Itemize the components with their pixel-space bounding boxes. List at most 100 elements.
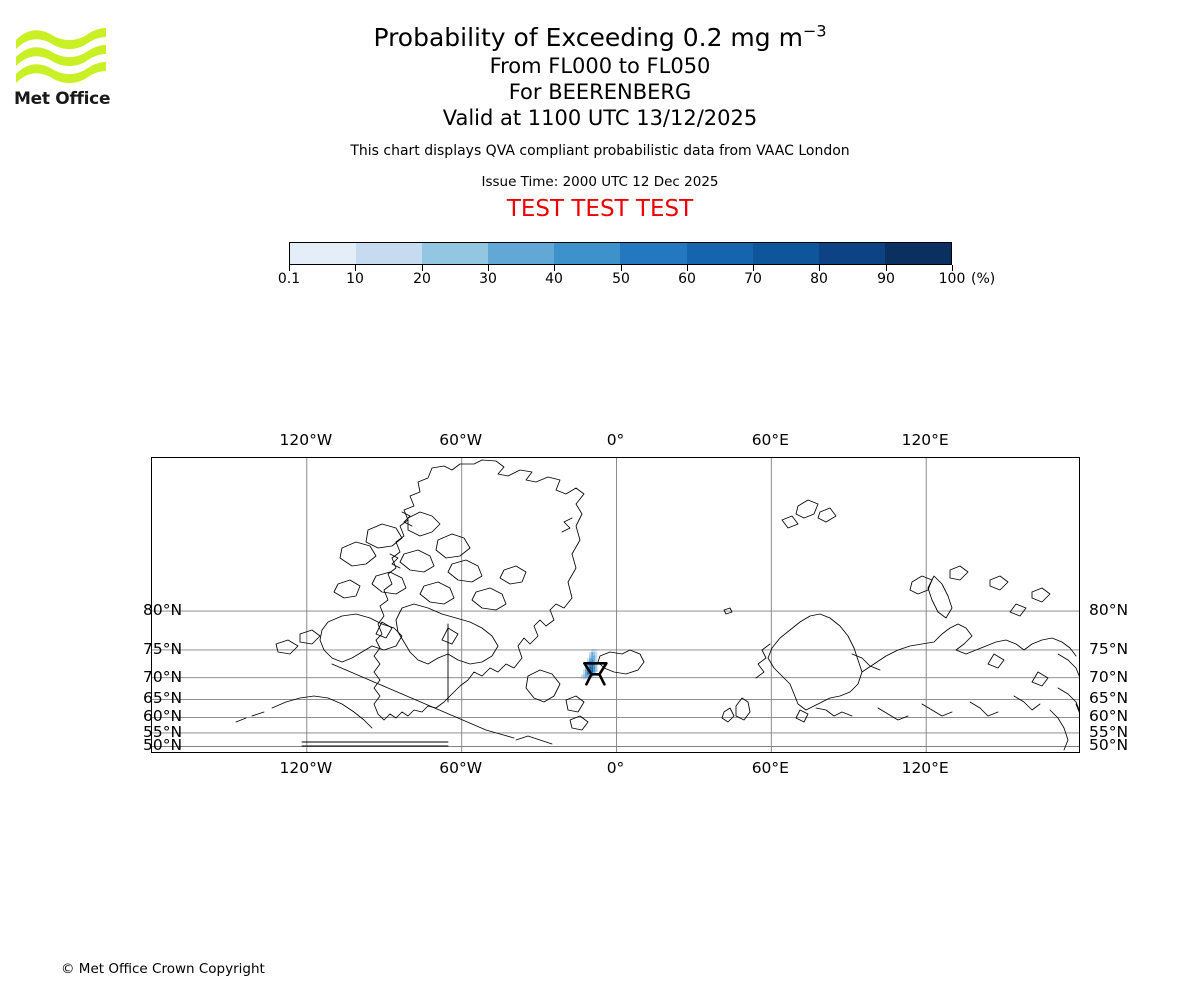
- lon-tick-label-top-1: 60°W: [439, 431, 483, 449]
- colorbar-tick-4: [554, 265, 555, 271]
- ash-cell-13: [591, 658, 594, 662]
- colorbar-tick-label-8: 80: [810, 271, 828, 287]
- volcano-name-line: For BEERENBERG: [508, 80, 692, 104]
- lon-tick-label-bottom-4: 120°E: [901, 759, 949, 777]
- qva-compliance-note: This chart displays QVA compliant probab…: [350, 143, 850, 159]
- colorbar-band-5: [620, 243, 687, 264]
- ash-cell-51: [591, 674, 594, 677]
- lon-tick-label-bottom-2: 0°: [606, 759, 625, 777]
- ash-cell-24: [591, 663, 594, 667]
- lon-tick-label-top-0: 120°W: [279, 431, 333, 449]
- ash-cell-12: [589, 658, 592, 662]
- ash-cell-32: [595, 666, 598, 670]
- ash-cell-42: [587, 671, 590, 675]
- colorbar-band-8: [818, 243, 885, 264]
- colorbar-tick-label-10: 100: [938, 271, 966, 287]
- colorbar-tick-3: [488, 265, 489, 271]
- colorbar-tick-label-9: 90: [877, 271, 895, 287]
- ash-cell-47: [582, 674, 586, 677]
- ash-cell-46: [580, 674, 583, 677]
- met-office-wave-mark: [16, 28, 106, 84]
- page-title: Probability of Exceeding 0.2 mg m−3: [0, 22, 1200, 53]
- lon-tick-label-bottom-1: 60°W: [439, 759, 483, 777]
- ash-cell-10: [595, 655, 598, 659]
- map-gridlines: [152, 458, 1079, 752]
- world-map: [152, 458, 1079, 752]
- ash-cell-30: [591, 666, 594, 670]
- colorbar-band-1: [356, 243, 423, 264]
- lat-tick-label-right-5: 55°N: [1089, 722, 1129, 741]
- ash-cell-38: [593, 669, 596, 672]
- met-office-logo-text: Met Office: [14, 89, 111, 109]
- colorbar-tick-5: [621, 265, 622, 271]
- ash-cell-15: [595, 658, 598, 662]
- colorbar-band-0: [290, 243, 357, 264]
- lon-tick-label-top-2: 0°: [606, 431, 625, 449]
- ash-cell-5: [593, 652, 596, 656]
- colorbar-tick-label-2: 20: [413, 271, 431, 287]
- probability-colorbar: 0.1 10 20 30 40 50 60 70 80 90 100: [278, 242, 965, 287]
- ash-cell-2: [595, 648, 598, 653]
- colorbar-tick-2: [422, 265, 423, 271]
- ash-cell-40: [582, 671, 586, 675]
- lat-tick-label-right-4: 60°N: [1089, 707, 1129, 726]
- beerenberg-volcano-marker: [583, 662, 608, 686]
- test-banner: TEST TEST TEST: [506, 196, 694, 222]
- ash-cell-26: [595, 663, 598, 667]
- colorbar-tick-8: [819, 265, 820, 271]
- ash-cell-6: [595, 652, 598, 656]
- title-block: Probability of Exceeding 0.2 mg m−3 From…: [0, 22, 1200, 222]
- ash-cell-34: [585, 669, 588, 672]
- colorbar-band-9: [884, 243, 951, 264]
- colorbar-band-4: [554, 243, 621, 264]
- ash-cell-31: [593, 666, 596, 670]
- valid-time-line: Valid at 1100 UTC 13/12/2025: [442, 106, 758, 130]
- ash-cell-25: [593, 663, 596, 667]
- ash-cell-33: [582, 669, 586, 672]
- colorbar-unit-label: (%): [971, 271, 996, 287]
- colorbar-tick-label-4: 40: [545, 271, 563, 287]
- lon-tick-label-top-4: 120°E: [901, 431, 949, 449]
- map-plot-area: [151, 457, 1080, 753]
- colorbar-band-2: [422, 243, 489, 264]
- colorbar-tick-label-3: 30: [479, 271, 497, 287]
- lat-tick-label-right-1: 75°N: [1089, 639, 1129, 658]
- lat-tick-label-right-0: 80°N: [1089, 601, 1129, 620]
- colorbar-band-6: [686, 243, 753, 264]
- ash-cell-9: [593, 655, 596, 659]
- lon-tick-label-bottom-0: 120°W: [279, 759, 333, 777]
- ash-cell-8: [591, 655, 594, 659]
- colorbar-tick-9: [886, 265, 887, 271]
- copyright-text: © Met Office Crown Copyright: [61, 961, 265, 977]
- ash-cell-49: [587, 674, 590, 677]
- coastlines: [235, 459, 1079, 751]
- ash-cell-11: [587, 658, 590, 662]
- colorbar-band-3: [488, 243, 555, 264]
- colorbar-tick-1: [355, 265, 356, 271]
- ash-cell-3: [589, 652, 592, 656]
- page-title-text: Probability of Exceeding 0.2 mg m: [373, 23, 803, 52]
- colorbar-tick-label-7: 70: [744, 271, 762, 287]
- ash-cell-7: [589, 655, 592, 659]
- lat-tick-label-right-6: 50°N: [1089, 736, 1129, 755]
- colorbar-gradient: [289, 242, 952, 265]
- ash-cell-39: [595, 669, 598, 672]
- ash-cell-37: [591, 669, 594, 672]
- lat-tick-label-right-3: 65°N: [1089, 689, 1129, 708]
- ash-cell-48: [585, 674, 588, 677]
- ash-cell-1: [593, 648, 596, 653]
- colorbar-tick-10: [952, 265, 953, 271]
- colorbar-tick-0: [289, 265, 290, 271]
- lon-tick-label-top-3: 60°E: [751, 431, 789, 449]
- colorbar-tick-6: [687, 265, 688, 271]
- met-office-logo: Met Office: [14, 26, 124, 116]
- ash-cell-29: [589, 666, 592, 670]
- issue-time-line: Issue Time: 2000 UTC 12 Dec 2025: [481, 174, 719, 190]
- lon-tick-label-bottom-3: 60°E: [751, 759, 789, 777]
- colorbar-tick-label-0: 0.1: [277, 271, 301, 287]
- colorbar-tick-label-6: 60: [678, 271, 696, 287]
- colorbar-band-7: [752, 243, 819, 264]
- colorbar-tick-7: [753, 265, 754, 271]
- colorbar-tick-label-1: 10: [346, 271, 364, 287]
- ash-cell-0: [591, 648, 594, 653]
